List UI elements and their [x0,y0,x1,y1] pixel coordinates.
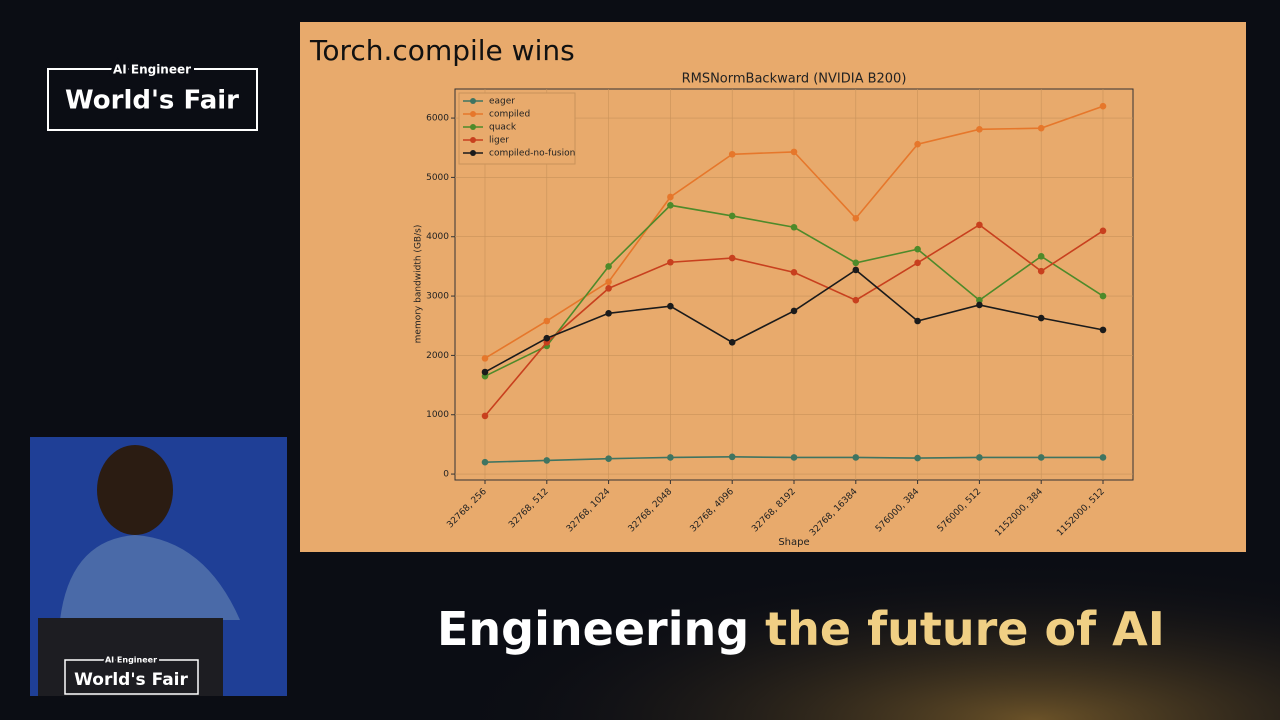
speaker-body [60,535,240,620]
data-point [728,150,736,158]
slide [300,22,1246,552]
y-tick-label: 1000 [426,410,449,420]
logo-top: AI Engineer [113,63,191,77]
data-point [605,309,612,317]
speaker-head [97,445,173,535]
data-point [976,296,983,304]
caption-white: Engineering [437,602,749,656]
data-point [605,278,612,286]
data-point [1037,314,1045,322]
data-point [1099,102,1107,110]
data-point [481,458,489,466]
caption: Engineering the future of AI [437,602,1165,656]
data-point [1037,454,1045,461]
data-point [543,317,551,325]
data-point [1099,292,1107,300]
y-tick-label: 6000 [426,114,449,124]
data-point [852,296,860,304]
podium-logo-top: AI Engineer [105,656,157,665]
y-tick-label: 5000 [426,173,449,183]
data-point [728,339,736,346]
data-point [790,307,798,315]
caption-gold: the future of AI [765,602,1165,656]
legend-label: quack [489,123,517,133]
data-point [976,221,983,229]
data-point [852,215,860,222]
data-point [667,258,674,266]
chart-title: RMSNormBackward (NVIDIA B200) [682,72,907,87]
data-point [1099,454,1107,461]
data-point [790,269,798,276]
legend-label: compiled [489,110,530,120]
data-point [667,302,674,310]
podium-logo-main: World's Fair [74,670,188,690]
legend-label: compiled-no-fusion [489,149,575,159]
data-point [543,457,551,464]
data-point [914,140,921,148]
data-point [1099,326,1107,334]
y-axis-label: memory bandwidth (GB/s) [414,225,424,344]
data-point [852,266,860,274]
legend-marker [470,150,476,156]
data-point [543,334,551,342]
logo-box [47,68,258,131]
data-point [728,453,736,461]
data-point [1037,267,1045,275]
data-point [790,148,798,156]
data-point [790,454,798,461]
data-point [728,254,736,262]
podium-logo-box [64,659,199,695]
data-point [1037,253,1045,260]
podium [38,618,223,696]
data-point [605,285,612,292]
legend-box [458,92,576,165]
legend-marker [470,124,476,130]
y-tick-label: 4000 [426,232,449,242]
logo-main: World's Fair [65,86,239,116]
data-point [852,259,860,267]
data-point [914,454,921,462]
data-point [914,259,921,267]
data-point [976,454,983,461]
data-point [481,412,489,420]
data-point [1099,227,1107,235]
data-point [914,317,921,325]
x-axis-label: Shape [778,537,809,548]
legend-label: liger [489,136,509,146]
chart: RMSNormBackward (NVIDIA B200) Shape memo… [414,72,907,549]
y-tick-label: 2000 [426,351,449,361]
data-point [852,454,860,461]
data-point [605,263,612,270]
legend-marker [470,98,476,104]
legend-marker [470,137,476,143]
data-point [1037,124,1045,132]
data-point [481,355,489,362]
data-point [976,126,983,133]
data-point [976,301,983,309]
data-point [728,212,736,220]
data-point [790,223,798,231]
legend-marker [470,111,476,117]
y-tick-label: 3000 [426,292,449,302]
data-point [667,193,674,201]
legend-label: eager [489,97,515,107]
data-point [667,454,674,461]
data-point [605,455,612,462]
data-point [914,245,921,253]
y-tick-label: 0 [443,470,449,480]
data-point [667,201,674,209]
data-point [481,368,489,376]
slide-title: Torch.compile wins [309,34,575,67]
